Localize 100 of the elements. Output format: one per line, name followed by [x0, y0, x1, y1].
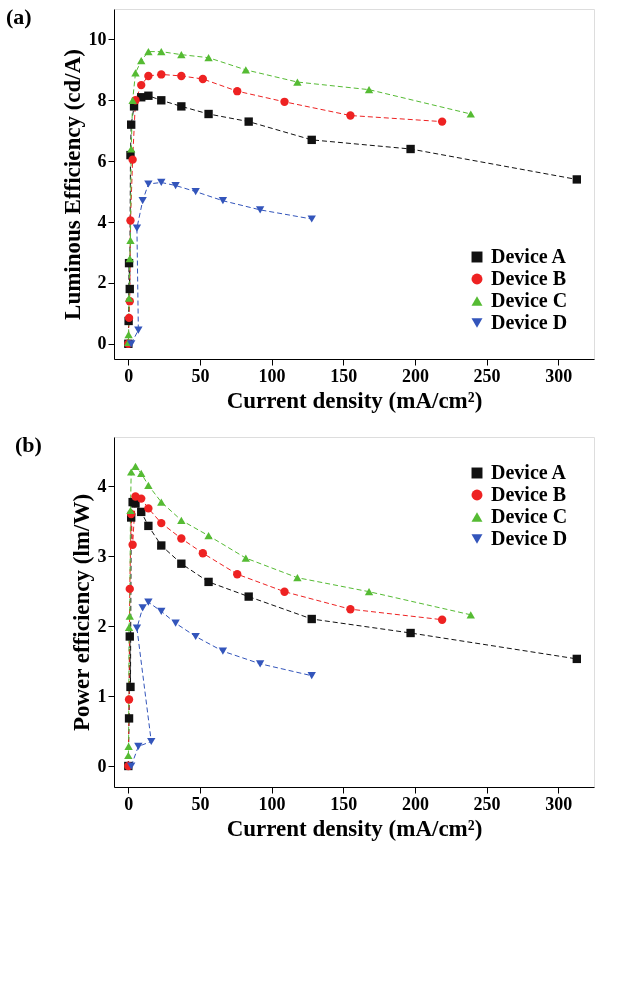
point [124, 742, 133, 751]
point [137, 494, 146, 503]
x-tick-label: 250 [473, 793, 501, 814]
point [144, 598, 153, 606]
legend-label: Device B [491, 267, 566, 289]
point [346, 605, 355, 614]
x-tick-label: 200 [401, 793, 429, 814]
y-tick-label: 6 [97, 150, 107, 171]
point [437, 117, 447, 126]
point [144, 504, 153, 513]
legend-label: Device C [491, 289, 568, 311]
point [126, 506, 135, 515]
point [406, 144, 415, 154]
point [364, 86, 374, 94]
y-tick-label: 2 [97, 272, 107, 293]
point [134, 326, 143, 334]
point [131, 462, 140, 471]
point [124, 714, 134, 723]
point [293, 574, 302, 582]
point [157, 541, 166, 550]
point [241, 554, 250, 562]
x-tick-label: 300 [545, 365, 573, 386]
point [144, 71, 153, 81]
point [125, 584, 134, 594]
point [204, 532, 213, 540]
point [572, 654, 581, 664]
point [171, 181, 180, 190]
point [137, 469, 146, 478]
x-tick-label: 200 [401, 365, 429, 386]
point [131, 69, 140, 77]
point [307, 672, 316, 680]
point [144, 481, 153, 489]
point [204, 54, 213, 62]
point [144, 91, 153, 100]
point [138, 197, 147, 205]
point [255, 660, 265, 668]
point [280, 587, 289, 596]
point [437, 615, 447, 624]
point [127, 468, 136, 476]
point [144, 47, 153, 56]
point [125, 632, 134, 641]
point [157, 518, 166, 528]
point [128, 540, 137, 549]
y-tick-label: 0 [97, 755, 107, 776]
point [126, 236, 135, 244]
point [307, 135, 316, 145]
point [157, 178, 166, 187]
point [244, 592, 253, 601]
point [157, 498, 166, 506]
point [157, 96, 166, 105]
x-tick-label: 150 [330, 793, 358, 814]
point [137, 57, 146, 65]
point [127, 120, 136, 129]
point [138, 604, 147, 612]
point [125, 254, 134, 263]
point [128, 155, 137, 164]
legend-label: Device D [491, 311, 568, 333]
point [218, 197, 228, 205]
x-axis-title: Current density (mA/cm²) [226, 815, 483, 841]
point [132, 224, 142, 232]
legend-label: Device A [491, 461, 567, 483]
point [346, 111, 355, 120]
point [198, 549, 208, 558]
point [466, 611, 475, 619]
point [572, 175, 581, 184]
legend-label: Device B [491, 483, 566, 505]
point [124, 751, 133, 760]
point [218, 647, 228, 655]
point [191, 187, 200, 196]
x-tick-label: 50 [191, 365, 210, 386]
point [157, 70, 166, 79]
point [307, 614, 316, 624]
point [233, 570, 242, 579]
point [157, 607, 166, 615]
point [177, 516, 186, 524]
point [307, 215, 316, 223]
point [233, 87, 242, 96]
y-axis-title: Power efficiency (lm/W) [68, 493, 94, 732]
point [144, 521, 153, 531]
point [177, 51, 186, 59]
point [125, 612, 134, 620]
x-axis-title: Current density (mA/cm²) [226, 387, 483, 413]
x-tick-label: 250 [473, 365, 501, 386]
point [127, 145, 136, 153]
point [293, 78, 302, 86]
y-tick-label: 0 [97, 333, 107, 354]
y-tick-label: 10 [88, 28, 107, 49]
point [124, 331, 133, 339]
legend-label: Device A [491, 245, 567, 267]
point [177, 102, 186, 111]
point [126, 216, 135, 225]
point [280, 97, 289, 106]
point [157, 47, 166, 56]
y-tick-label: 2 [97, 615, 107, 636]
x-tick-label: 0 [124, 365, 134, 386]
x-tick-label: 100 [258, 793, 286, 814]
point [204, 577, 213, 587]
y-tick-label: 4 [97, 211, 107, 232]
x-tick-label: 150 [330, 365, 358, 386]
x-tick-label: 100 [258, 365, 286, 386]
